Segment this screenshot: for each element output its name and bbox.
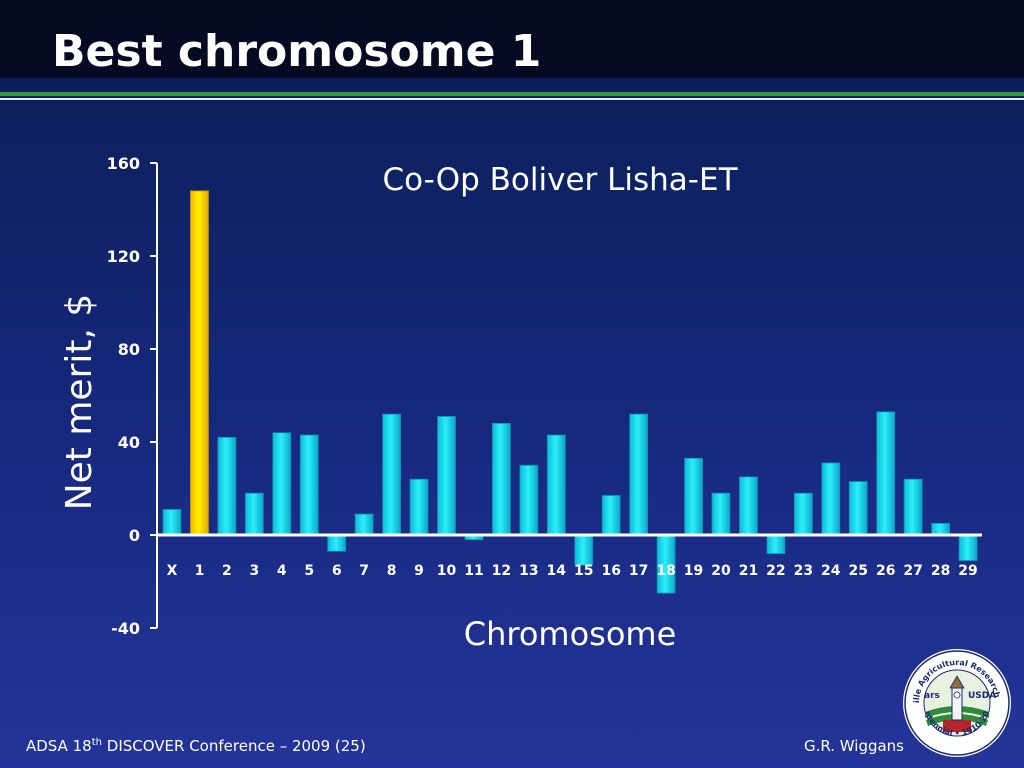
bar-chromosome-15 — [574, 534, 594, 566]
x-tick-label: 22 — [766, 563, 785, 579]
bar-chromosome-9 — [409, 478, 429, 536]
footer-author: G.R. Wiggans — [803, 737, 904, 755]
bar-chromosome-1 — [190, 190, 209, 536]
bar-chromosome-17 — [629, 413, 649, 536]
bar-chromosome-27 — [903, 478, 923, 536]
bar-chromosome-24 — [821, 462, 841, 536]
x-tick-label: 27 — [903, 563, 922, 579]
x-tick-label: 28 — [931, 563, 950, 579]
title-rule-green — [0, 92, 1024, 96]
footer-conference-suffix: DISCOVER Conference – 2009 (25) — [102, 737, 366, 755]
x-tick-label: 21 — [739, 563, 758, 579]
x-tick-label: 4 — [277, 563, 287, 579]
bar-chromosome-28 — [931, 522, 950, 536]
x-tick-label: 2 — [222, 563, 232, 579]
bar-chromosome-7 — [354, 513, 374, 536]
bar-chromosome-16 — [601, 495, 621, 536]
footer-conference-sup: th — [91, 737, 102, 748]
bar-chromosome-26 — [876, 411, 896, 536]
bar-chromosome-22 — [766, 534, 786, 555]
y-tick-labels: 160 120 80 40 0 -40 — [107, 154, 140, 638]
x-tick-label: 19 — [684, 563, 703, 579]
bar-chromosome-3 — [244, 492, 264, 536]
bar-chromosome-x — [162, 509, 182, 536]
bar-chromosome-5 — [299, 434, 319, 536]
x-tick-label: 25 — [849, 563, 868, 579]
bars-group — [162, 190, 978, 594]
x-tick-label: 5 — [304, 563, 314, 579]
x-tick-label: 6 — [332, 563, 342, 579]
y-tick-label: 160 — [107, 154, 140, 173]
x-tick-label: X — [167, 563, 178, 579]
bar-chromosome-6 — [327, 534, 347, 552]
x-tick-label: 9 — [414, 563, 424, 579]
x-tick-label: 17 — [629, 563, 648, 579]
y-axis-label: Net merit, $ — [59, 294, 100, 511]
logo-agency-text: USDA — [968, 691, 996, 701]
x-tick-label: 18 — [656, 563, 675, 579]
axes-group — [150, 162, 982, 629]
x-tick-label: 14 — [547, 563, 567, 579]
x-tick-label: 1 — [195, 563, 205, 579]
title-bar — [0, 0, 1024, 78]
y-tick-label: 40 — [118, 433, 140, 452]
x-tick-label: 10 — [437, 563, 457, 579]
x-tick-label: 26 — [876, 563, 895, 579]
x-category-labels: X 1 2 3 4 5 6 7 8 9 10 11 12 13 14 15 16 17 18 19 20 21 22 23 24… — [167, 563, 978, 579]
x-tick-label: 23 — [794, 563, 813, 579]
bar-chromosome-12 — [491, 422, 511, 536]
bar-chromosome-4 — [272, 432, 292, 536]
x-tick-label: 16 — [601, 563, 620, 579]
bar-chromosome-20 — [711, 492, 731, 536]
bar-chromosome-29 — [958, 534, 978, 561]
chart-title: Co-Op Boliver Lisha-ET — [382, 162, 738, 198]
logo-mark-text: ars — [924, 691, 940, 701]
bar-chromosome-8 — [382, 413, 402, 536]
title-rule-white — [0, 98, 1024, 100]
x-tick-label: 15 — [574, 563, 593, 579]
bar-chromosome-2 — [217, 436, 237, 536]
x-tick-label: 8 — [387, 563, 397, 579]
x-tick-label: 12 — [492, 563, 511, 579]
slide-title: Best chromosome 1 — [52, 26, 542, 77]
footer-conference: ADSA 18th DISCOVER Conference – 2009 (25… — [26, 737, 366, 755]
barc-centennial-logo: Beltsville Agricultural Research Center … — [902, 648, 1011, 757]
bar-chromosome-19 — [684, 457, 703, 536]
y-tick-label: 120 — [107, 247, 140, 266]
bar-chromosome-21 — [739, 476, 758, 536]
x-axis-label: Chromosome — [464, 615, 677, 653]
bar-chromosome-14 — [546, 434, 566, 536]
x-tick-label: 13 — [519, 563, 538, 579]
footer-conference-prefix: ADSA 18 — [26, 737, 92, 755]
bar-chromosome-23 — [793, 492, 813, 536]
bar-chromosome-13 — [519, 464, 539, 536]
x-tick-label: 20 — [711, 563, 731, 579]
x-tick-label: 11 — [464, 563, 483, 579]
x-tick-label: 29 — [958, 563, 977, 579]
bar-chromosome-25 — [848, 481, 868, 536]
y-tick-label: -40 — [111, 619, 140, 638]
y-tick-label: 0 — [129, 526, 140, 545]
x-tick-label: 7 — [359, 563, 369, 579]
bar-chromosome-10 — [437, 416, 456, 536]
x-tick-label: 3 — [249, 563, 259, 579]
y-tick-label: 80 — [118, 340, 140, 359]
x-tick-label: 24 — [821, 563, 841, 579]
